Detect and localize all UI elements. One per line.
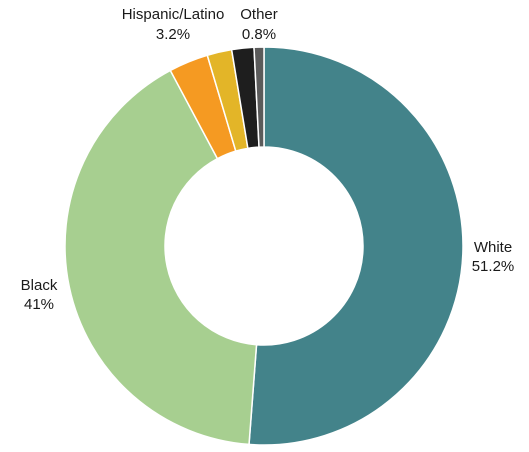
labels-layer: White 51.2% Black 41% Hispanic/Latino 3.…	[21, 6, 515, 313]
label-other-name: Other	[240, 6, 278, 23]
label-hispanic-name: Hispanic/Latino	[122, 6, 225, 23]
label-other-value: 0.8%	[242, 26, 276, 43]
slice-other	[253, 46, 265, 148]
slices-layer	[64, 46, 464, 446]
label-white-name: White	[474, 239, 512, 256]
slice-white	[248, 46, 464, 446]
label-black-value: 41%	[24, 296, 54, 313]
label-hispanic-value: 3.2%	[156, 26, 190, 43]
label-white-value: 51.2%	[472, 258, 515, 275]
slice-black	[64, 69, 258, 446]
label-black-name: Black	[21, 277, 58, 294]
